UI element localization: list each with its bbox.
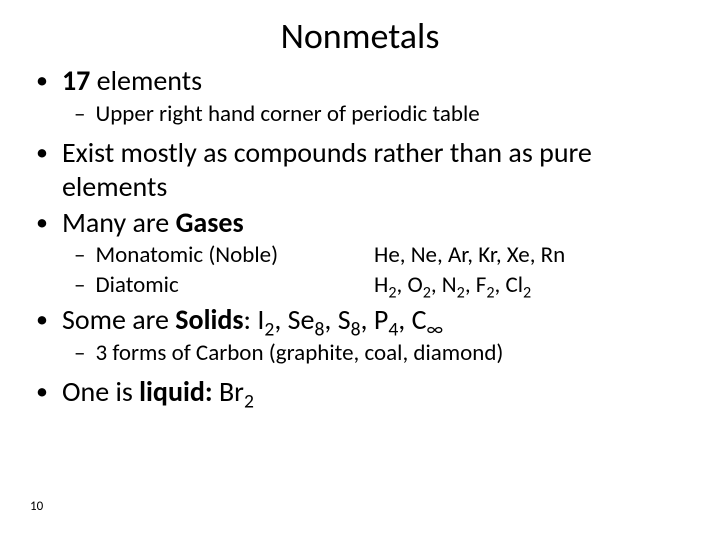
bullet-solids: • Some are Solids: I2, Se8, S8, P4, C∞ — [36, 303, 692, 337]
bullet-solids-pre: Some are — [62, 302, 175, 337]
bullet-dot-icon: • — [36, 380, 48, 404]
row-monatomic: – Monatomic (Noble) — [74, 241, 374, 271]
slide-title: Nonmetals — [28, 14, 692, 58]
bullet-17-elements: • 17 elements — [36, 64, 692, 98]
label-diatomic: Diatomic — [95, 271, 178, 301]
liquid-list: Br2 — [213, 374, 254, 409]
solids-list: I2, Se8, S8, P4, C∞ — [251, 302, 443, 337]
dash-icon: – — [74, 241, 85, 271]
sub-carbon-text: 3 forms of Carbon (graphite, coal, diamo… — [95, 339, 503, 368]
gases-table: – Monatomic (Noble) – Diatomic He, Ne, A… — [74, 241, 692, 301]
sub-upper-right-text: Upper right hand corner of periodic tabl… — [95, 100, 479, 129]
page-number: 10 — [30, 499, 43, 514]
bullet-dot-icon: • — [36, 308, 48, 332]
dash-icon: – — [74, 271, 85, 301]
dash-icon: – — [74, 339, 85, 368]
dash-icon: – — [74, 100, 85, 129]
bullet-dot-icon: • — [36, 211, 48, 235]
bullet-gases: • Many are Gases — [36, 206, 692, 240]
noble-gases-list: He, Ne, Ar, Kr, Xe, Rn — [374, 241, 565, 271]
sub-carbon-forms: – 3 forms of Carbon (graphite, coal, dia… — [74, 339, 692, 368]
bullet-gases-strong: Gases — [176, 205, 244, 240]
bullet-17-count: 17 — [62, 63, 90, 98]
bullet-dot-icon: • — [36, 141, 48, 165]
diatomic-gases-list: H2, O2, N2, F2, Cl2 — [374, 271, 531, 301]
bullet-liquid: • One is liquid: Br2 — [36, 375, 692, 409]
bullet-solids-colon: : — [244, 302, 252, 337]
bullet-compounds-text: Exist mostly as compounds rather than as… — [62, 136, 692, 203]
label-monatomic: Monatomic (Noble) — [95, 241, 278, 271]
bullet-dot-icon: • — [36, 69, 48, 93]
bullet-liquid-pre: One is — [62, 374, 139, 409]
bullet-liquid-strong: liquid: — [139, 374, 212, 409]
list-diatomic: H2, O2, N2, F2, Cl2 — [374, 271, 692, 301]
list-monatomic: He, Ne, Ar, Kr, Xe, Rn — [374, 241, 692, 271]
bullet-compounds: • Exist mostly as compounds rather than … — [36, 136, 692, 203]
sub-upper-right: – Upper right hand corner of periodic ta… — [74, 100, 692, 129]
bullet-solids-strong: Solids — [175, 302, 243, 337]
row-diatomic: – Diatomic — [74, 271, 374, 301]
bullet-gases-pre: Many are — [62, 205, 176, 240]
bullet-17-rest: elements — [90, 63, 202, 98]
